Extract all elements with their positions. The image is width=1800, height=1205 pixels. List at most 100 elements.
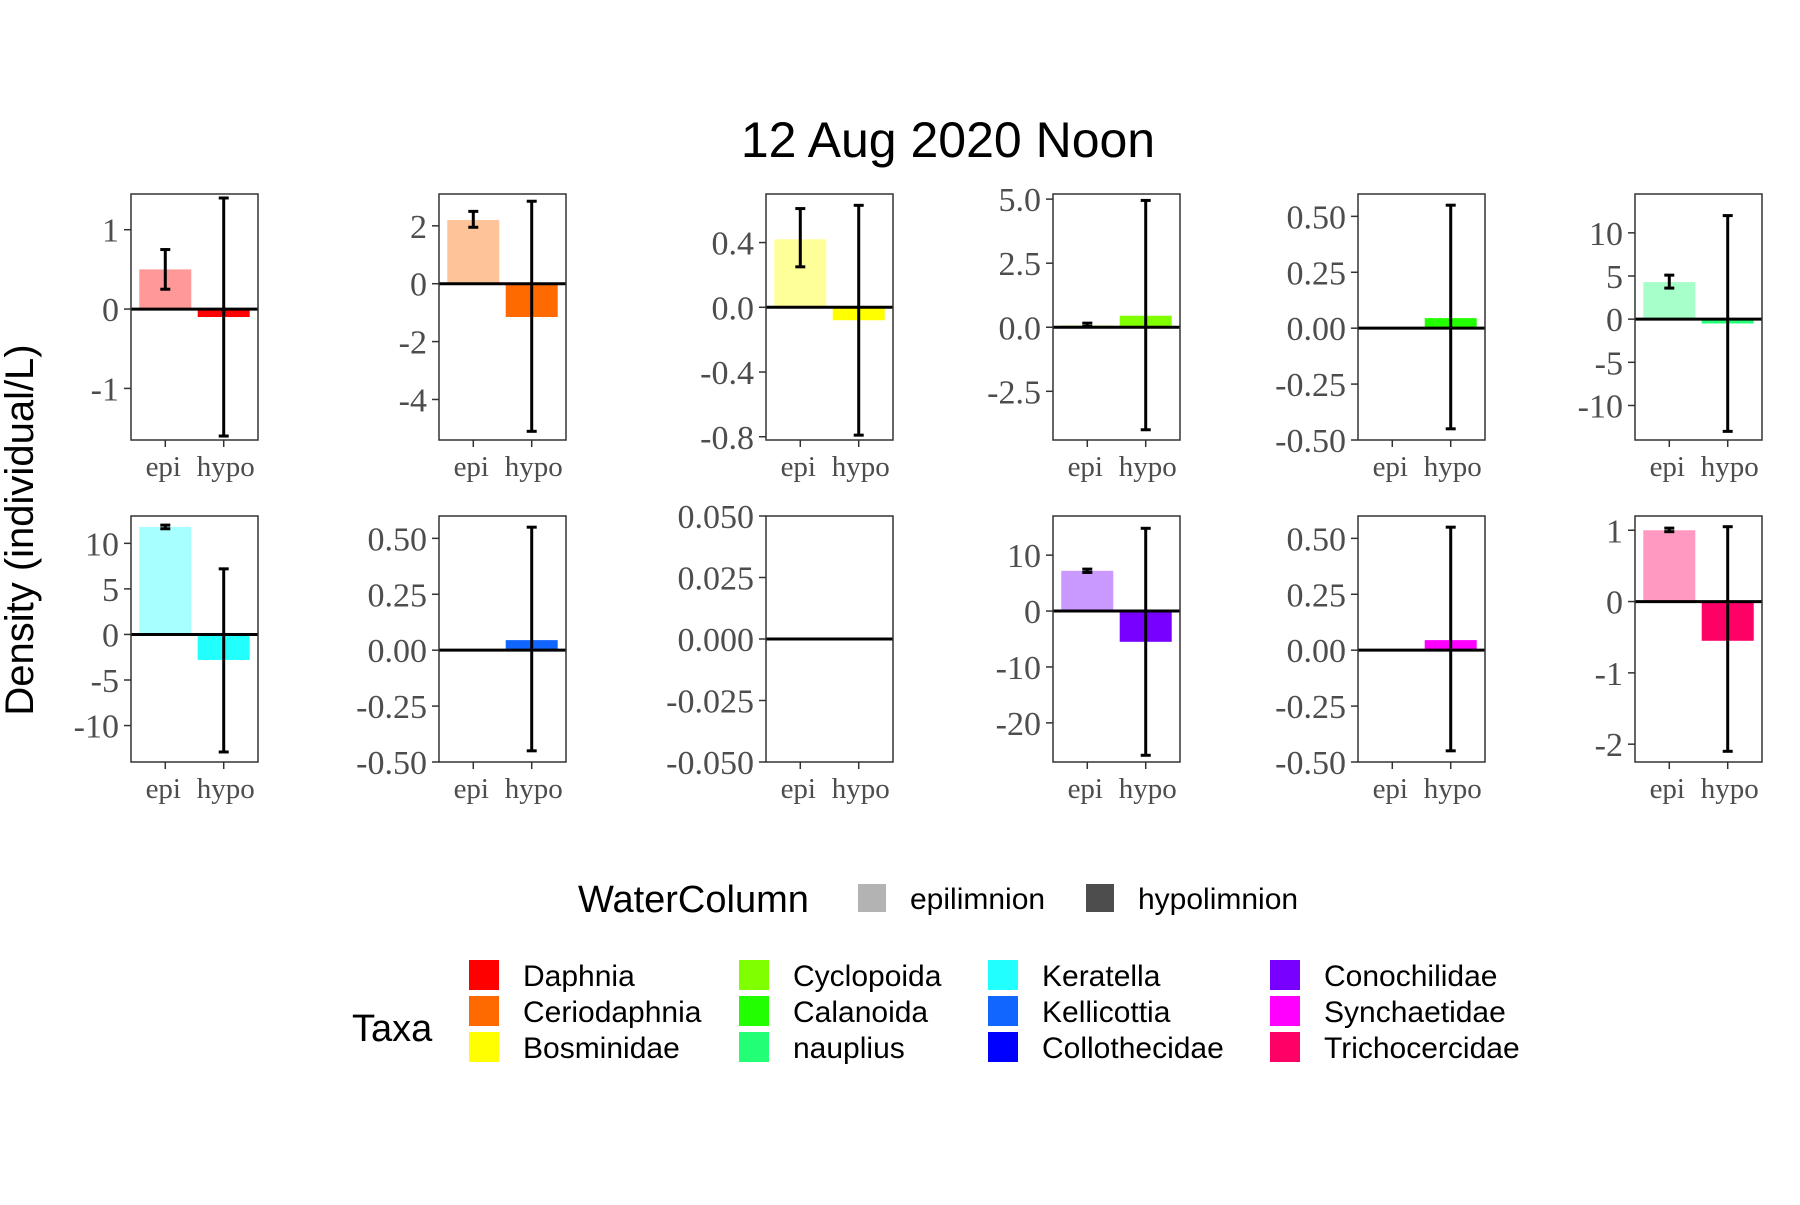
y-tick-label: 5 [1606,259,1623,296]
y-tick-label: 0.25 [1287,255,1347,292]
legend-label-keratella: Keratella [1042,960,1161,993]
x-tick-label-hypo: hypo [1424,451,1482,483]
legend-key-epilimnion [858,884,886,912]
y-tick-label: 5.0 [999,182,1042,219]
y-tick-label: -5 [1595,345,1623,382]
y-tick-label: -2 [1595,727,1623,764]
legend-key-conochilidae [1270,960,1300,990]
y-tick-label: 0 [1024,594,1041,631]
y-tick-label: 0.050 [678,499,755,536]
y-tick-label: 10 [1007,538,1041,575]
error-bar-calanoida-hypo [1446,205,1456,429]
legend-label-synchaetidae: Synchaetidae [1324,996,1506,1029]
y-tick-label: -2 [399,325,427,362]
y-tick-label: 0.0 [712,290,755,327]
y-tick-label: 0.50 [1287,199,1347,236]
y-tick-label: 0.25 [368,577,428,614]
y-tick-label: 0.25 [1287,577,1347,614]
legend-label-conochilidae: Conochilidae [1324,960,1497,993]
y-tick-label: -0.50 [1275,423,1346,460]
y-tick-label: -0.50 [1275,745,1346,782]
x-tick-label-epi: epi [454,773,489,805]
x-tick-label-epi: epi [146,773,181,805]
y-tick-label: 0.00 [368,633,428,670]
bar-ceriodaphnia-epi [447,220,499,284]
error-bar-trichocercidae-epi [1664,528,1674,532]
y-tick-label: 0.00 [1287,311,1347,348]
legend-label-collothecidae: Collothecidae [1042,1032,1224,1065]
bar-keratella-epi [139,527,191,635]
y-tick-label: -10 [74,709,119,746]
x-tick-label-epi: epi [454,451,489,483]
y-tick-label: -0.025 [666,684,754,721]
y-tick-label: -2.5 [987,374,1041,411]
y-axis-label: Density (individual/L) [0,344,42,715]
legend-key-collothecidae [988,1032,1018,1062]
chart-title: 12 Aug 2020 Noon [741,112,1155,168]
y-tick-label: -0.25 [356,689,427,726]
y-tick-label: 0 [410,267,427,304]
legend-key-nauplius [739,1032,769,1062]
y-tick-label: -1 [1595,656,1623,693]
legend-key-keratella [988,960,1018,990]
y-tick-label: 0 [102,292,119,329]
y-tick-label: 0 [102,617,119,654]
legend-key-trichocercidae [1270,1032,1300,1062]
y-tick-label: -5 [91,663,119,700]
legend-key-daphnia [469,960,499,990]
error-bar-bosminidae-hypo [854,205,864,435]
y-tick-label: -0.8 [700,420,754,457]
legend-watercolumn: WaterColumn epilimnion hypolimnion [578,879,1298,921]
error-bar-kellicottia-hypo [527,527,537,751]
panel-border [439,516,566,762]
x-tick-label-hypo: hypo [1119,773,1177,805]
legend-label-bosminidae: Bosminidae [523,1032,680,1065]
y-tick-label: 0.50 [368,521,428,558]
legend-watercolumn-title: WaterColumn [578,879,809,921]
y-tick-label: 10 [85,526,119,563]
y-tick-label: -10 [1578,388,1623,425]
y-tick-label: 2.5 [999,246,1042,283]
x-tick-label-epi: epi [146,451,181,483]
x-tick-label-hypo: hypo [197,451,255,483]
legend-label-daphnia: Daphnia [523,960,635,993]
y-tick-label: 0.4 [712,226,755,263]
legend-key-bosminidae [469,1032,499,1062]
y-tick-label: 1 [1606,513,1623,550]
bar-trichocercidae-epi [1643,530,1695,601]
x-tick-label-epi: epi [1373,451,1408,483]
legend-label-epilimnion: epilimnion [910,883,1045,916]
legend-label-hypolimnion: hypolimnion [1138,883,1298,916]
legend-label-ceriodaphnia: Ceriodaphnia [523,996,702,1029]
bar-conochilidae-epi [1061,571,1113,611]
x-tick-label-epi: epi [1650,451,1685,483]
legend-key-ceriodaphnia [469,996,499,1026]
y-tick-label: 0 [1606,302,1623,339]
y-tick-label: 0.000 [678,622,755,659]
y-tick-label: 2 [410,209,427,246]
error-bar-cyclopoida-epi [1082,323,1092,326]
y-tick-label: 5 [102,572,119,609]
y-tick-label: 1 [102,213,119,250]
y-tick-label: -0.50 [356,745,427,782]
legend-key-hypolimnion [1086,884,1114,912]
x-tick-label-epi: epi [781,773,816,805]
x-tick-label-epi: epi [781,451,816,483]
error-bar-synchaetidae-hypo [1446,527,1456,751]
y-tick-label: -0.25 [1275,367,1346,404]
x-tick-label-hypo: hypo [1119,451,1177,483]
x-tick-label-hypo: hypo [197,773,255,805]
y-tick-label: -0.4 [700,355,754,392]
legend-taxa: TaxaDaphniaCeriodaphniaBosminidaeCyclopo… [352,960,1520,1065]
